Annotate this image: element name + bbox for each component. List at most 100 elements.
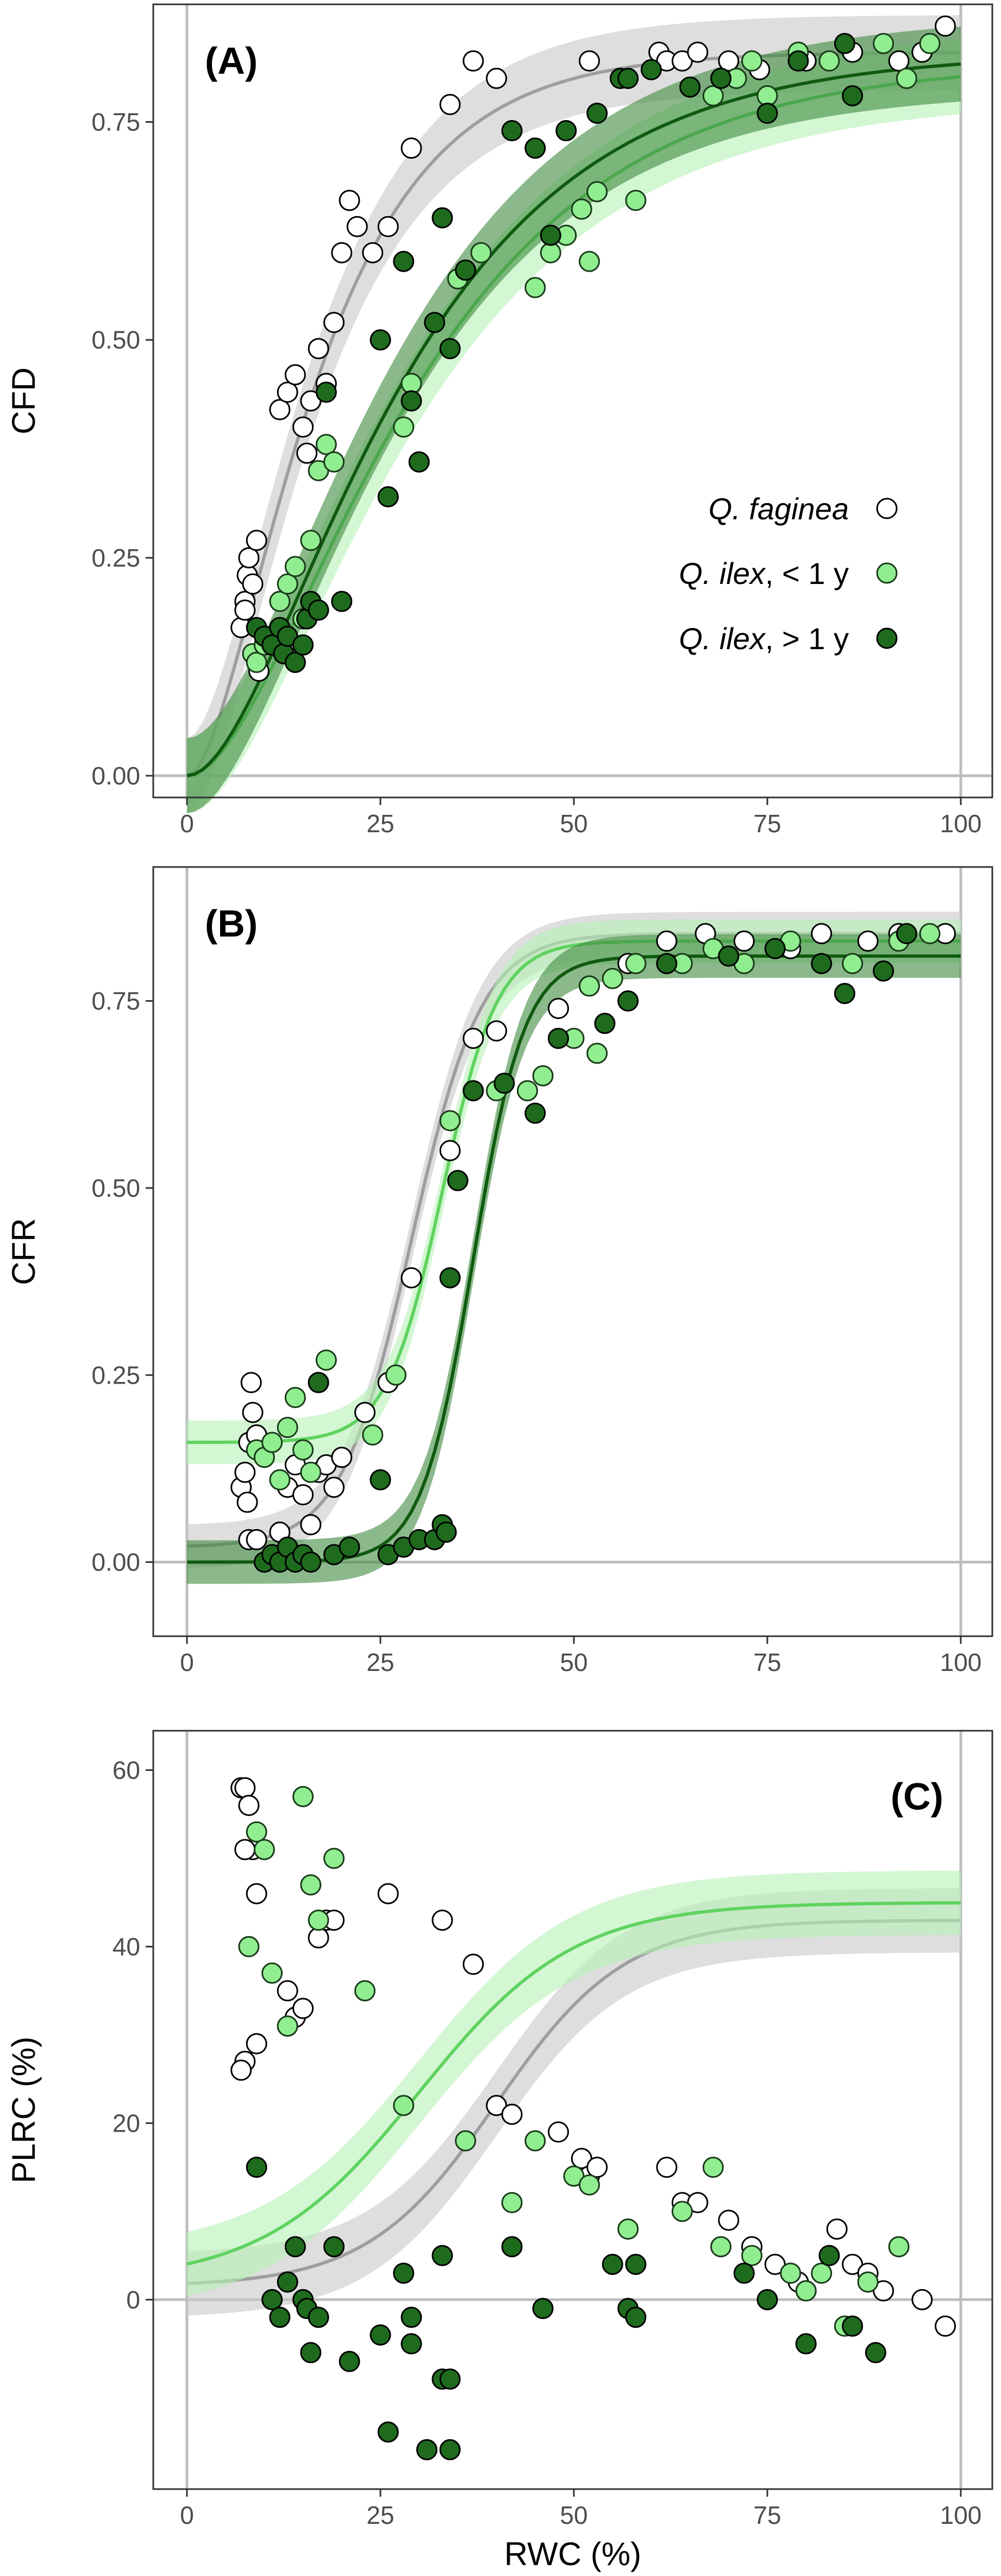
data-point [331, 590, 353, 612]
panel-label: (A) [205, 40, 258, 82]
data-point [238, 1936, 260, 1957]
x-tick-label: 100 [940, 2501, 982, 2529]
data-point [679, 76, 701, 98]
data-point [842, 953, 864, 975]
x-tick-label: 75 [753, 2501, 781, 2529]
data-point [246, 1883, 267, 1905]
data-point [548, 997, 570, 1019]
data-point [331, 242, 353, 263]
data-point [238, 547, 260, 569]
data-point [401, 1267, 422, 1289]
y-axis-label: CFD [5, 367, 42, 434]
data-point [362, 1424, 384, 1446]
data-point [455, 259, 477, 281]
legend-label: Q. ilex, < 1 y [679, 556, 849, 590]
data-point [261, 2289, 283, 2310]
data-point [385, 1364, 406, 1386]
data-point [795, 2333, 817, 2355]
data-point [292, 1997, 314, 2019]
data-point [308, 1927, 329, 1949]
data-point [919, 33, 941, 54]
data-point [710, 67, 732, 89]
data-point [308, 338, 329, 360]
data-point [919, 923, 941, 945]
data-point [393, 250, 415, 272]
data-point [625, 2307, 647, 2328]
data-point [447, 1170, 468, 1191]
confidence-band [187, 1870, 961, 2296]
data-point [671, 2201, 693, 2222]
data-point [524, 137, 546, 159]
data-point [710, 2236, 732, 2258]
data-point [594, 1013, 616, 1034]
data-point [578, 50, 600, 72]
data-point [935, 2315, 956, 2337]
data-point [811, 953, 833, 975]
data-point [501, 2103, 523, 2125]
data-point [873, 33, 894, 54]
panel-frame [152, 3, 993, 799]
data-point [857, 930, 879, 952]
data-point [323, 451, 345, 473]
data-point [234, 599, 256, 621]
x-tick-label: 0 [180, 1648, 194, 1676]
data-point [346, 216, 368, 237]
y-tick-label: 40 [112, 1932, 140, 1961]
data-point [787, 50, 809, 72]
data-point [462, 1027, 484, 1049]
x-tick-label: 25 [366, 1648, 394, 1676]
data-point [439, 1110, 461, 1132]
data-point [896, 923, 917, 945]
data-point [555, 120, 577, 142]
x-tick-label: 100 [940, 1648, 982, 1676]
data-point [315, 1349, 337, 1371]
data-point [323, 2236, 345, 2258]
data-point [277, 573, 298, 595]
y-tick-label: 0.50 [91, 326, 140, 354]
data-point [300, 1461, 322, 1483]
x-tick-label: 50 [560, 809, 587, 838]
panel-label: (B) [205, 902, 258, 945]
data-point [501, 2236, 523, 2258]
y-tick-label: 0.25 [91, 1361, 140, 1389]
data-point [602, 2253, 623, 2275]
x-tick-label: 25 [366, 809, 394, 838]
panel-frame [152, 866, 993, 1637]
data-point [393, 2263, 415, 2284]
x-tick-label: 0 [180, 809, 194, 838]
data-point [532, 1065, 554, 1086]
data-point [764, 938, 786, 959]
data-point [323, 1477, 345, 1498]
data-point [240, 1372, 262, 1393]
data-point [292, 1484, 314, 1506]
data-point [462, 1953, 484, 1975]
data-point [370, 2324, 391, 2346]
data-point [246, 2033, 267, 2054]
data-point [756, 2289, 778, 2310]
data-point [733, 930, 755, 952]
data-point [811, 923, 833, 945]
data-point [253, 1839, 275, 1861]
legend-marker [876, 562, 898, 584]
data-point [323, 1848, 345, 1869]
data-point [238, 1794, 260, 1816]
data-point [261, 1962, 283, 1984]
confidence-band [187, 1888, 961, 2316]
data-point [362, 242, 384, 263]
y-tick-label: 0.75 [91, 108, 140, 136]
data-point [401, 2307, 422, 2328]
data-point [501, 2192, 523, 2214]
data-point [246, 1821, 267, 1843]
data-point [431, 2245, 453, 2266]
data-point [795, 2280, 817, 2302]
x-tick-label: 0 [180, 2501, 194, 2529]
data-point [300, 1514, 322, 1536]
data-point [865, 2342, 886, 2364]
data-point [269, 1469, 291, 1491]
data-point [617, 2218, 639, 2240]
data-point [493, 1072, 515, 1094]
data-point [888, 2236, 910, 2258]
data-point [377, 486, 399, 508]
data-point [292, 634, 314, 656]
